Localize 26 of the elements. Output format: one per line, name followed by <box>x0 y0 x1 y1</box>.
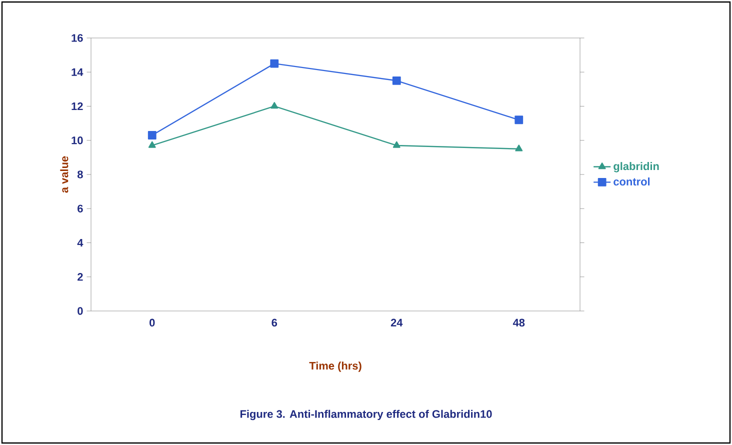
point <box>270 59 279 68</box>
y-tick-label: 14 <box>72 68 84 76</box>
y-axis-title: a value <box>60 156 68 193</box>
y-tick-label: 4 <box>77 238 84 247</box>
point <box>515 144 523 152</box>
x-axis-title: Time (hrs) <box>309 362 362 372</box>
y-tick-label: 0 <box>78 307 83 315</box>
x-tick-label: 0 <box>150 318 155 327</box>
point <box>148 131 156 140</box>
point <box>392 76 401 85</box>
y-tick-label: 6 <box>78 204 83 212</box>
point <box>270 102 278 109</box>
point <box>514 116 524 124</box>
legend-label: control <box>614 177 650 186</box>
x-tick-label: 6 <box>272 318 278 327</box>
point <box>148 141 156 148</box>
y-tick-label: 16 <box>72 34 83 42</box>
legend-label: glabridin <box>614 162 659 172</box>
y-tick-label: 8 <box>77 170 83 178</box>
caption: Figure 3. Anti-Inflammatory effect of Glabridin10 <box>240 410 492 420</box>
x-tick-label: 24 <box>390 318 403 326</box>
y-tick-label: 2 <box>78 273 83 281</box>
point <box>392 141 400 148</box>
x-tick-label: 48 <box>512 318 525 327</box>
y-tick-label: 10 <box>72 136 83 144</box>
y-tick-label: 12 <box>72 102 83 110</box>
